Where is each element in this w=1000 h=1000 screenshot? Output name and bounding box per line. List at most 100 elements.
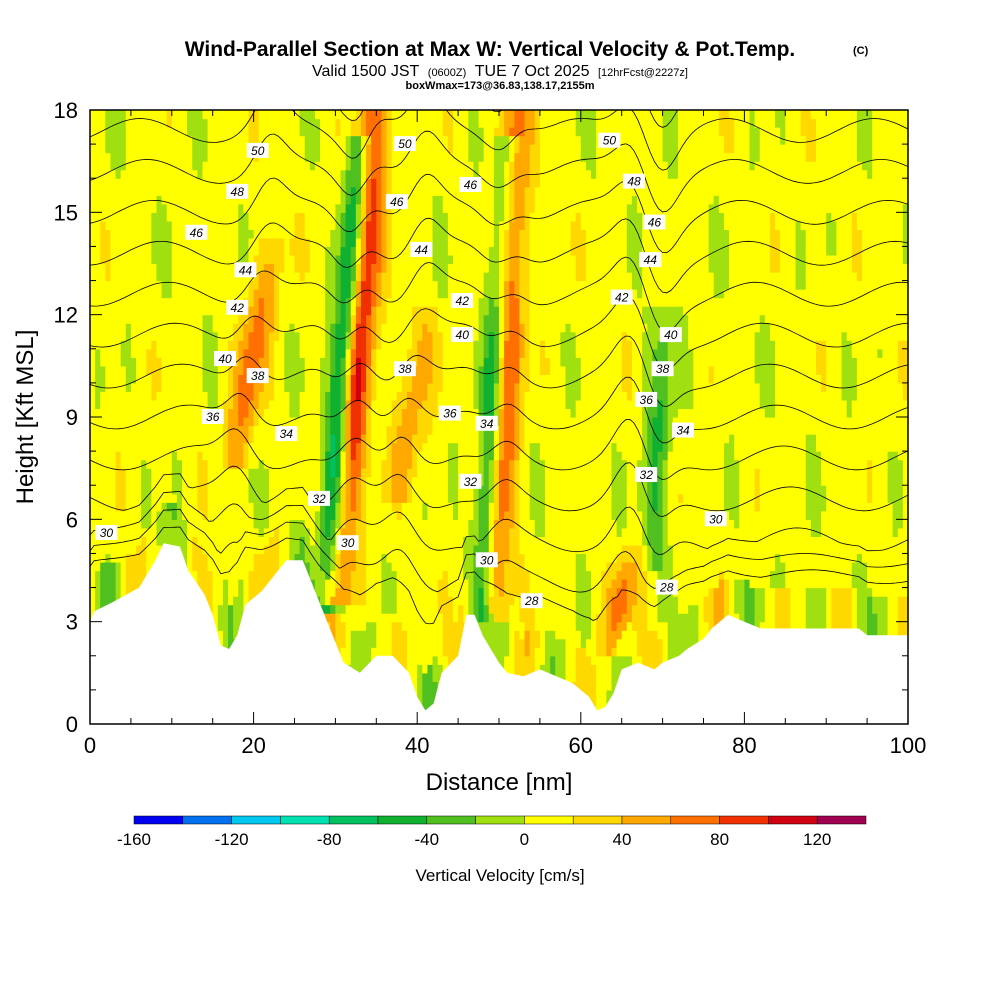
velocity-cell xyxy=(437,553,444,563)
velocity-cell xyxy=(182,502,188,512)
velocity-cell xyxy=(422,408,429,418)
velocity-cell xyxy=(120,485,127,495)
velocity-cell xyxy=(366,434,372,444)
velocity-cell xyxy=(217,195,224,205)
velocity-cell xyxy=(253,417,260,427)
velocity-cell xyxy=(386,220,393,230)
velocity-cell xyxy=(417,459,423,469)
velocity-cell xyxy=(299,186,306,196)
velocity-cell xyxy=(427,647,434,657)
velocity-cell xyxy=(340,604,347,614)
velocity-cell xyxy=(274,186,280,196)
velocity-cell xyxy=(330,536,336,546)
velocity-cell xyxy=(350,314,357,324)
velocity-cell xyxy=(320,579,326,589)
velocity-cell xyxy=(360,434,367,444)
velocity-cell xyxy=(110,212,117,222)
velocity-cell xyxy=(299,399,306,410)
velocity-cell xyxy=(320,544,326,555)
velocity-cell xyxy=(125,127,132,137)
velocity-cell xyxy=(248,579,255,589)
velocity-cell xyxy=(314,212,321,222)
velocity-cell xyxy=(95,340,101,350)
velocity-cell xyxy=(207,220,214,230)
velocity-cell xyxy=(192,340,198,350)
velocity-cell xyxy=(95,365,101,375)
velocity-cell xyxy=(355,229,362,239)
velocity-cell xyxy=(228,169,234,179)
velocity-cell xyxy=(233,323,239,333)
velocity-cell xyxy=(299,485,306,495)
velocity-cell xyxy=(192,527,198,537)
velocity-cell xyxy=(100,314,106,324)
velocity-cell xyxy=(243,442,250,452)
velocity-cell xyxy=(161,306,168,316)
velocity-cell xyxy=(340,306,347,316)
velocity-cell xyxy=(136,195,142,205)
velocity-cell xyxy=(355,391,362,401)
velocity-cell xyxy=(146,510,152,520)
velocity-cell xyxy=(406,502,413,512)
velocity-cell xyxy=(401,468,408,478)
velocity-cell xyxy=(115,169,122,179)
velocity-cell xyxy=(422,110,429,120)
velocity-cell xyxy=(274,382,280,393)
velocity-cell xyxy=(289,161,296,171)
velocity-cell xyxy=(146,417,152,427)
velocity-cell xyxy=(171,212,178,222)
velocity-cell xyxy=(156,459,163,469)
velocity-cell xyxy=(192,289,198,299)
velocity-cell xyxy=(432,510,439,520)
velocity-cell xyxy=(182,272,188,282)
velocity-cell xyxy=(243,408,250,418)
velocity-cell xyxy=(228,118,234,128)
velocity-cell xyxy=(110,357,117,367)
velocity-cell xyxy=(289,203,296,213)
velocity-cell xyxy=(360,561,367,572)
velocity-cell xyxy=(279,186,285,196)
velocity-cell xyxy=(141,127,147,137)
velocity-cell xyxy=(345,331,352,341)
velocity-cell xyxy=(263,570,270,580)
velocity-cell xyxy=(381,621,388,631)
velocity-cell xyxy=(330,434,336,444)
velocity-cell xyxy=(192,306,198,316)
velocity-cell xyxy=(335,331,342,341)
velocity-cell xyxy=(100,229,106,239)
velocity-cell xyxy=(243,254,250,265)
velocity-cell xyxy=(120,391,127,401)
velocity-cell xyxy=(294,127,301,137)
velocity-cell xyxy=(151,169,158,179)
velocity-cell xyxy=(243,536,250,546)
velocity-cell xyxy=(115,263,122,273)
velocity-cell xyxy=(340,468,347,478)
velocity-cell xyxy=(355,544,362,555)
velocity-cell xyxy=(176,135,183,145)
velocity-cell xyxy=(115,297,122,307)
velocity-cell xyxy=(146,561,152,572)
velocity-cell xyxy=(238,212,244,222)
velocity-cell xyxy=(268,357,275,367)
velocity-cell xyxy=(100,425,106,435)
velocity-cell xyxy=(376,246,383,256)
velocity-cell xyxy=(299,451,306,461)
velocity-cell xyxy=(294,306,301,316)
velocity-cell xyxy=(130,118,137,128)
velocity-cell xyxy=(217,579,224,589)
velocity-cell xyxy=(120,280,127,290)
velocity-cell xyxy=(396,314,403,324)
velocity-cell xyxy=(151,229,158,239)
velocity-cell xyxy=(171,323,178,333)
velocity-cell xyxy=(309,417,316,427)
velocity-cell xyxy=(258,451,265,461)
velocity-cell xyxy=(115,527,122,537)
velocity-cell xyxy=(289,553,296,563)
velocity-cell xyxy=(325,186,331,196)
velocity-cell xyxy=(386,186,393,196)
velocity-cell xyxy=(146,272,152,282)
velocity-cell xyxy=(289,417,296,427)
velocity-cell xyxy=(166,178,173,188)
velocity-cell xyxy=(412,297,418,307)
velocity-cell xyxy=(263,178,270,188)
velocity-cell xyxy=(340,280,347,290)
